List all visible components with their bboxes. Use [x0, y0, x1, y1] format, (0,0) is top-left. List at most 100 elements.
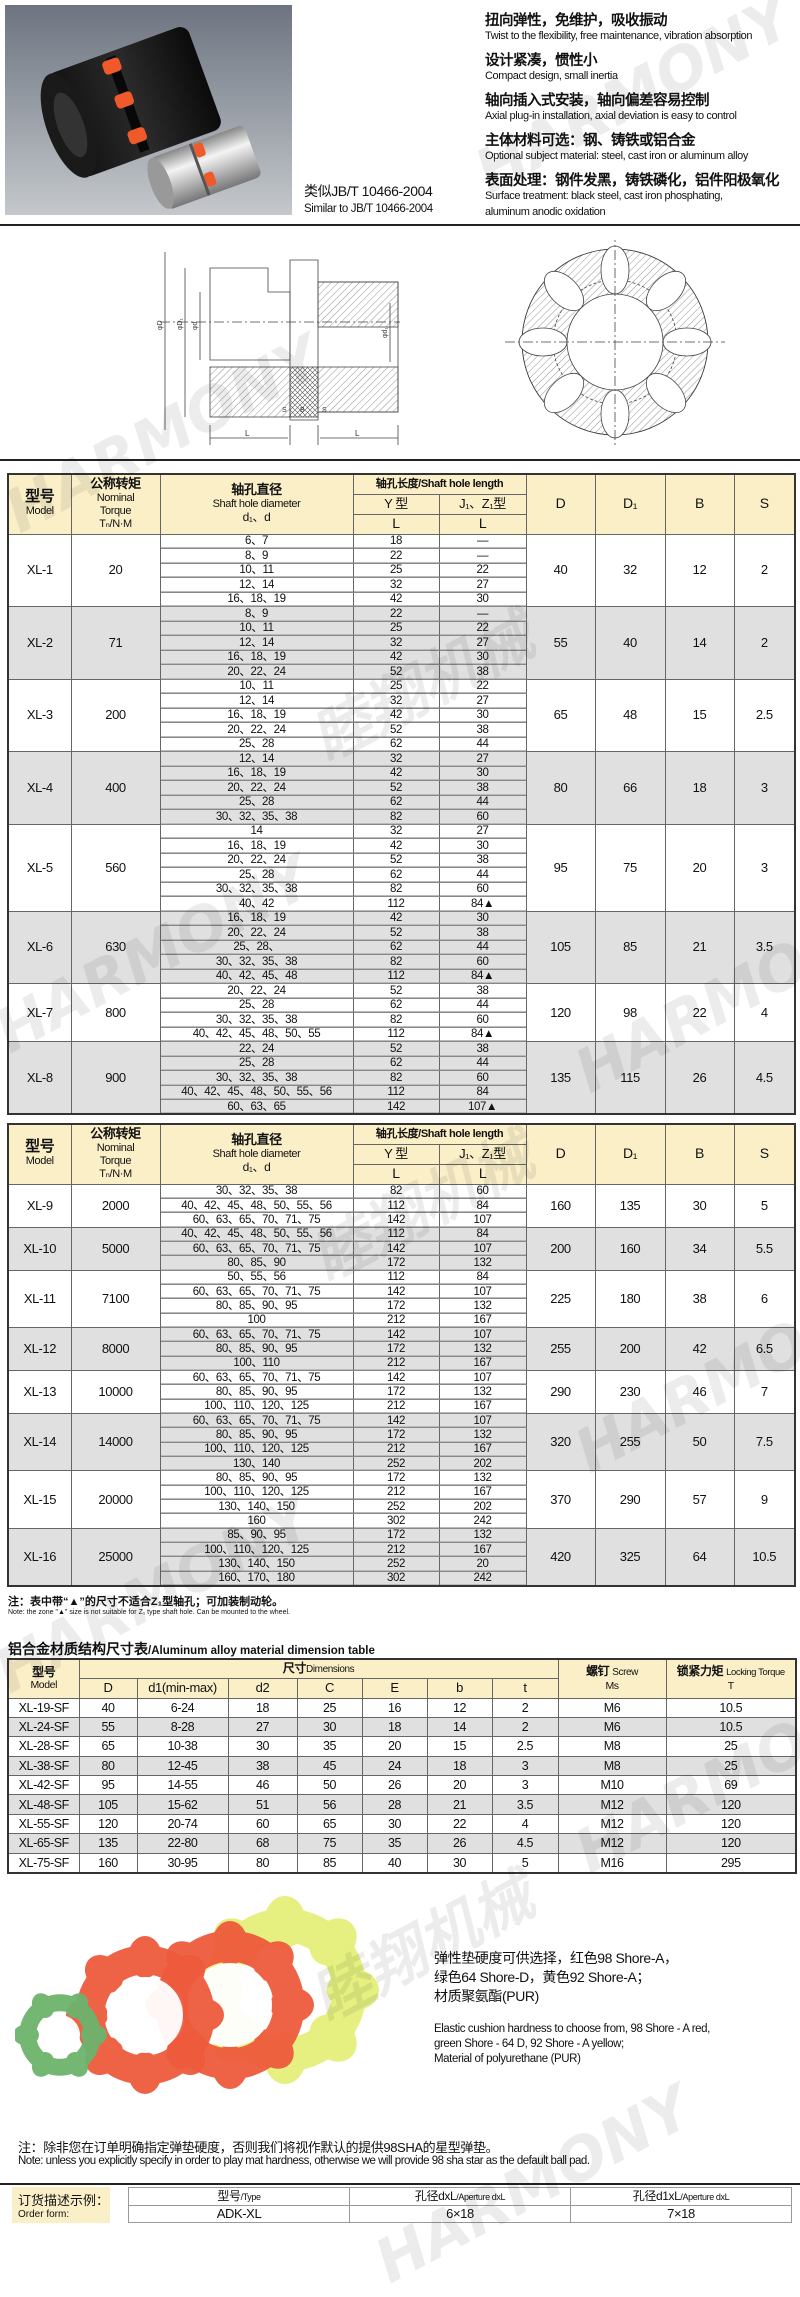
label-L: L	[245, 429, 250, 438]
shaft-diameter-cell: 130、140、150	[159, 1556, 354, 1572]
y-length-cell: 112	[352, 896, 440, 912]
y-length-cell: 142	[352, 1369, 440, 1386]
table-row: XL-7 800 20、22、24 52 38 120 98 22 4	[7, 983, 796, 1042]
y-length-cell: 25	[352, 562, 440, 578]
jz-length-cell: 167	[438, 1398, 527, 1415]
table-row: XL-16 25000 85、90、95 172 132 420 325 64 10.5	[7, 1527, 796, 1587]
y-length-cell: 52	[352, 1041, 440, 1057]
col-jz-type: J₁、Z₁型	[438, 493, 527, 515]
label-B: B	[300, 407, 305, 414]
feature-en: Optional subject material: steel, cast i…	[485, 150, 748, 162]
shaft-diameter-cell: 30、32、35、38	[159, 809, 354, 825]
D-cell: 320	[525, 1412, 596, 1472]
model-cell: XL-2	[7, 606, 72, 680]
S-cell: 4	[733, 983, 796, 1042]
table-cell: 3.5	[491, 1794, 559, 1815]
table-cell: 30	[361, 1813, 428, 1835]
B-cell: 14	[664, 606, 735, 680]
y-length-cell: 52	[352, 664, 440, 680]
D-cell: 255	[525, 1326, 596, 1371]
table-cell: M8	[557, 1736, 667, 1757]
shaft-diameter-cell: 10、11	[159, 620, 354, 636]
D-cell: 290	[525, 1369, 596, 1415]
jz-length-cell: 60	[438, 1012, 527, 1028]
table-cell: 65	[296, 1813, 363, 1835]
jz-length-cell: 60	[438, 881, 527, 897]
jz-length-cell: 30	[438, 838, 527, 854]
col-dim: t	[491, 1677, 559, 1699]
shaft-diameter-cell: 20、22、24	[159, 983, 354, 999]
technical-drawing: L L B S S φD φD₁ φd φd₁	[157, 240, 725, 445]
jz-length-cell: 22	[438, 620, 527, 636]
shaft-diameter-cell: 50、55、56	[159, 1269, 354, 1285]
jz-length-cell: 38	[438, 852, 527, 868]
torque-cell: 8000	[70, 1326, 161, 1371]
D-cell: 80	[525, 751, 596, 825]
jz-length-cell: 132	[438, 1527, 527, 1544]
jz-length-cell: 30	[438, 910, 527, 926]
shaft-diameter-cell: 12、14	[159, 693, 354, 709]
jz-length-cell: 132	[438, 1341, 527, 1357]
table-cell: 105	[78, 1794, 138, 1815]
table-cell: 20	[426, 1775, 493, 1796]
y-length-cell: 42	[352, 910, 440, 926]
table-cell: M12	[557, 1813, 667, 1835]
torque-cell: 5000	[70, 1226, 161, 1271]
D1-cell: 66	[594, 751, 666, 825]
B-cell: 22	[664, 983, 735, 1042]
y-length-cell: 32	[352, 577, 440, 593]
y-length-cell: 25	[352, 620, 440, 636]
model-cell: XL-7	[7, 983, 72, 1042]
table-cell: 21	[426, 1794, 493, 1815]
S-cell: 4.5	[733, 1041, 796, 1115]
table-cell: 22	[426, 1813, 493, 1835]
jz-length-cell: 107	[438, 1240, 527, 1257]
D1-cell: 325	[594, 1527, 666, 1587]
table-row: XL-2 71 8、9 22—55 40 14 2	[7, 606, 796, 680]
col-dim: b	[426, 1677, 493, 1699]
y-length-cell: 32	[352, 823, 440, 839]
table-cell: 135	[78, 1833, 138, 1854]
table-cell: 27	[227, 1716, 298, 1738]
col-dimensions: 尺寸Dimensions	[78, 1658, 559, 1679]
table-cell: 3	[491, 1755, 559, 1777]
y-length-cell: 82	[352, 1183, 440, 1199]
y-length-cell: 62	[352, 794, 440, 810]
table-cell: 15-62	[136, 1794, 229, 1815]
order-header-type: 型号/Type	[128, 2187, 350, 2206]
table-row: XL-11 7100 50、55、56 112 84 225 180 38 6	[7, 1269, 796, 1328]
shaft-diameter-cell: 60、63、65、70、71、75	[159, 1412, 354, 1429]
pad-cn: 材质聚氨酯(PUR)	[434, 1988, 539, 2004]
D-cell: 55	[525, 606, 596, 680]
table-cell: 55	[78, 1716, 138, 1738]
feature-cn: 主体材料可选：钢、铸铁或铝合金	[485, 133, 696, 149]
spec-table-2: 型号 Model 公称转矩 Nominal Torque Tₙ/N·M 轴孔直径 Shaft …	[7, 1123, 797, 1587]
feature-cn: 表面处理：钢件发黑，铸铁磷化，铝件阳极氧化	[485, 173, 780, 189]
table-row: XL-5 560 14 32 27 95 75 20 3	[7, 823, 796, 912]
shaft-diameter-cell: 16、18、19	[159, 838, 354, 854]
table-row: XL-65-SF 135 22-80 68 75 35 26 4.5 M12 120	[7, 1833, 797, 1854]
B-cell: 50	[664, 1412, 735, 1472]
y-length-cell: 42	[352, 649, 440, 665]
table-cell: XL-75-SF	[7, 1852, 80, 1874]
shaft-diameter-cell: 80、85、90、95	[159, 1427, 354, 1443]
shaft-diameter-cell: 60、63、65、70、71、75	[159, 1326, 354, 1343]
jz-length-cell: 20	[438, 1556, 527, 1572]
y-length-cell: 52	[352, 852, 440, 868]
jz-length-cell: 38	[438, 722, 527, 738]
alum-title-cn: 铝合金材质结构尺寸表	[8, 1641, 148, 1657]
table-cell: XL-65-SF	[7, 1833, 80, 1854]
D-cell: 120	[525, 983, 596, 1042]
shaft-diameter-cell: 25、28	[159, 867, 354, 883]
shaft-diameter-cell: 25、28	[159, 997, 354, 1013]
B-cell: 15	[664, 678, 735, 752]
table-cell: 35	[296, 1736, 363, 1757]
shaft-diameter-cell: 12、14	[159, 577, 354, 593]
shaft-diameter-cell: 30、32、35、38	[159, 1070, 354, 1086]
pad-en: Material of polyurethane (PUR)	[434, 2053, 581, 2065]
S-cell: 3	[733, 751, 796, 825]
shaft-diameter-cell: 40、42、45、48、50、55、56	[159, 1226, 354, 1242]
table-cell: 295	[665, 1852, 797, 1874]
table-cell: 30	[296, 1716, 363, 1738]
table-row: XL-13 10000 60、63、65、70、71、75 142 107 290 230 4…	[7, 1369, 796, 1415]
